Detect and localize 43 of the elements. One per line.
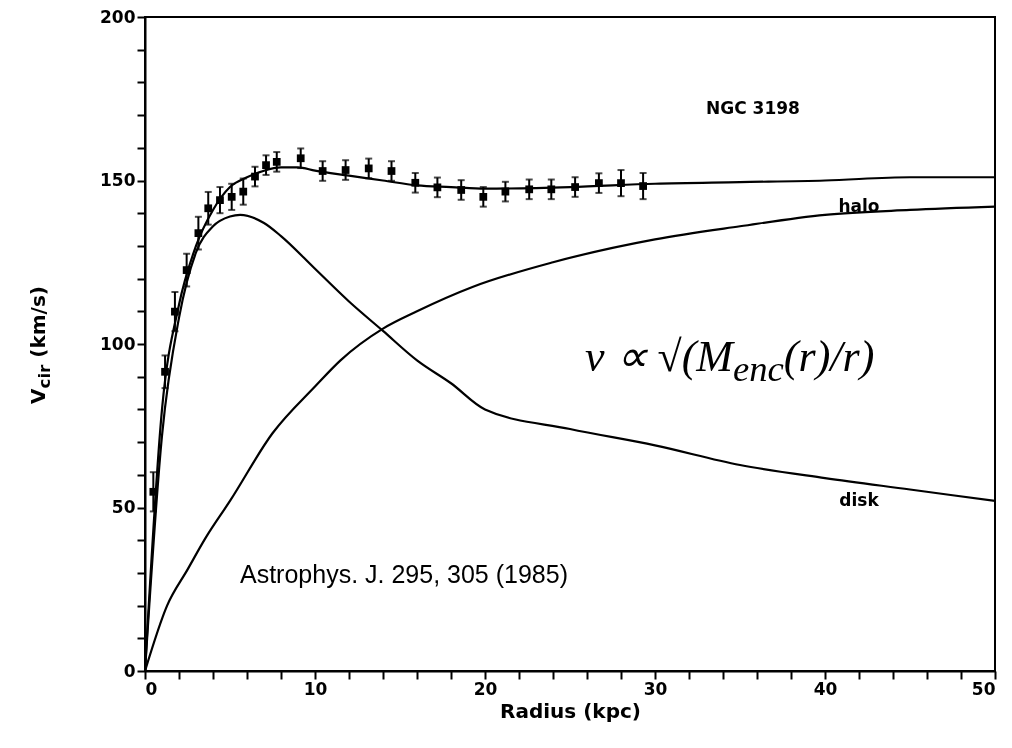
series-label: disk [839,489,880,510]
annotation: Astrophys. J. 295, 305 (1985) [240,560,568,588]
x-tick-label: 30 [643,678,668,699]
point [595,179,603,187]
x-tick-label: 50 [971,678,996,699]
y-tick-label: 50 [111,497,136,517]
y-tick-label: 150 [100,170,136,190]
x-axis-title: Radius (kpc) [500,698,641,723]
point [251,172,259,181]
annotation: v ∝ √(M$_{enc}$(r)/r) [585,331,875,390]
point [296,154,305,163]
annotation: NGC 3198 [706,98,800,118]
x-tick-label: 0 [145,678,158,699]
point [387,167,396,175]
y-tick-label: 200 [100,6,136,27]
point [547,185,556,194]
x-tick-label: 10 [303,678,328,699]
point [341,166,350,174]
point [161,367,169,376]
point [318,167,327,175]
point [216,196,224,204]
point [194,229,203,238]
point [171,307,179,316]
point [479,192,488,201]
point [457,186,466,194]
point [364,164,373,173]
point [239,187,248,196]
point [571,183,579,191]
point [204,204,213,213]
point [617,179,625,187]
point [182,266,191,274]
x-tick-label: 20 [473,678,498,699]
point [411,178,420,187]
point [433,183,442,192]
point [272,157,281,166]
series-label: halo [838,195,880,216]
point [227,192,236,201]
y-tick-label: 0 [123,660,136,681]
y-tick-label: 100 [100,333,136,354]
point [525,185,534,194]
point [639,182,647,190]
point [262,161,270,169]
x-tick-label: 40 [813,678,838,699]
